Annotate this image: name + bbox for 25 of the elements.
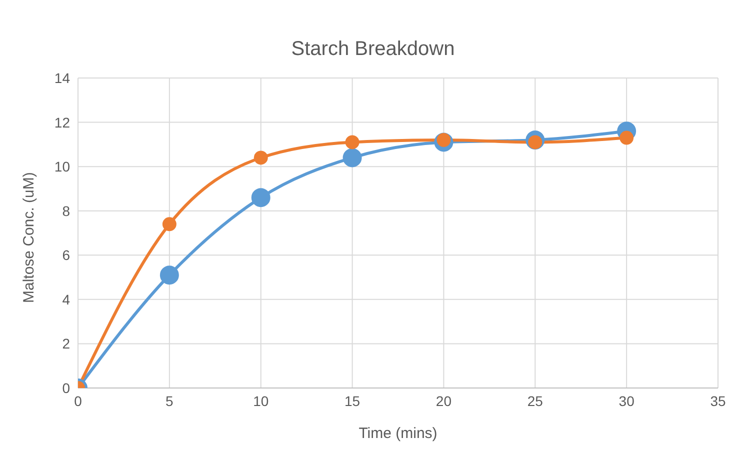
- x-tick-label: 20: [436, 392, 452, 409]
- point: [620, 130, 634, 145]
- chart-title: Starch Breakdown: [290, 37, 456, 62]
- y-tick-label: 0: [62, 380, 70, 396]
- x-tick-label: 0: [74, 392, 82, 409]
- y-tick-label: 10: [54, 158, 70, 175]
- x-tick-label: 30: [618, 392, 635, 409]
- point: [345, 135, 360, 150]
- point: [251, 188, 270, 208]
- point: [162, 217, 176, 232]
- y-axis-title: Maltose Conc. (uM): [20, 172, 38, 303]
- y-tick-label: 6: [62, 247, 70, 264]
- x-tick-label: 10: [253, 392, 269, 409]
- y-tick-label: 4: [62, 291, 70, 308]
- y-tick-label: 8: [62, 202, 70, 219]
- x-axis-title: Time (mins): [358, 425, 438, 442]
- y-tick-label: 12: [54, 114, 70, 130]
- x-tick-label: 35: [710, 392, 726, 409]
- y-tick-label: 2: [62, 336, 70, 352]
- x-tick-label: 25: [527, 392, 544, 409]
- x-tick-label: 5: [166, 392, 174, 409]
- x-tick-label: 15: [344, 392, 360, 409]
- point: [342, 148, 362, 168]
- y-tick-label: 14: [54, 70, 70, 86]
- point: [254, 150, 268, 165]
